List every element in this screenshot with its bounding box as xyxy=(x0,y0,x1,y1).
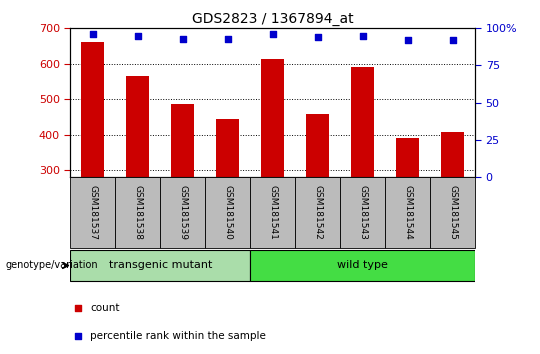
Bar xyxy=(396,138,419,177)
Bar xyxy=(430,177,475,248)
Bar xyxy=(385,177,430,248)
Text: GSM181544: GSM181544 xyxy=(403,185,412,240)
Bar xyxy=(160,177,205,248)
Bar xyxy=(352,67,374,177)
Point xyxy=(178,36,187,41)
Bar xyxy=(70,250,250,281)
Text: genotype/variation: genotype/variation xyxy=(5,261,98,270)
Text: GSM181539: GSM181539 xyxy=(178,185,187,240)
Bar xyxy=(307,114,329,177)
Bar xyxy=(250,177,295,248)
Point xyxy=(359,33,367,39)
Bar xyxy=(115,177,160,248)
Text: GSM181541: GSM181541 xyxy=(268,185,277,240)
Text: count: count xyxy=(91,303,120,313)
Point xyxy=(268,32,277,37)
Bar xyxy=(126,76,149,177)
Bar xyxy=(442,132,464,177)
Bar xyxy=(261,59,284,177)
Text: GSM181542: GSM181542 xyxy=(313,185,322,240)
Title: GDS2823 / 1367894_at: GDS2823 / 1367894_at xyxy=(192,12,354,26)
Bar xyxy=(217,119,239,177)
Bar xyxy=(82,42,104,177)
Point xyxy=(448,38,457,43)
Text: GSM181537: GSM181537 xyxy=(88,185,97,240)
Point xyxy=(313,34,322,40)
Point xyxy=(224,36,232,41)
Point xyxy=(89,32,97,37)
Text: GSM181538: GSM181538 xyxy=(133,185,142,240)
Point xyxy=(403,38,412,43)
Text: GSM181545: GSM181545 xyxy=(448,185,457,240)
Bar xyxy=(70,177,115,248)
Text: GSM181540: GSM181540 xyxy=(223,185,232,240)
Point xyxy=(74,333,83,339)
Text: wild type: wild type xyxy=(338,260,388,270)
Bar xyxy=(250,250,475,281)
Text: percentile rank within the sample: percentile rank within the sample xyxy=(91,331,266,341)
Bar xyxy=(295,177,340,248)
Bar xyxy=(172,104,194,177)
Bar xyxy=(205,177,250,248)
Text: transgenic mutant: transgenic mutant xyxy=(109,260,212,270)
Point xyxy=(133,33,142,39)
Text: GSM181543: GSM181543 xyxy=(358,185,367,240)
Point xyxy=(74,305,83,311)
Bar xyxy=(340,177,385,248)
